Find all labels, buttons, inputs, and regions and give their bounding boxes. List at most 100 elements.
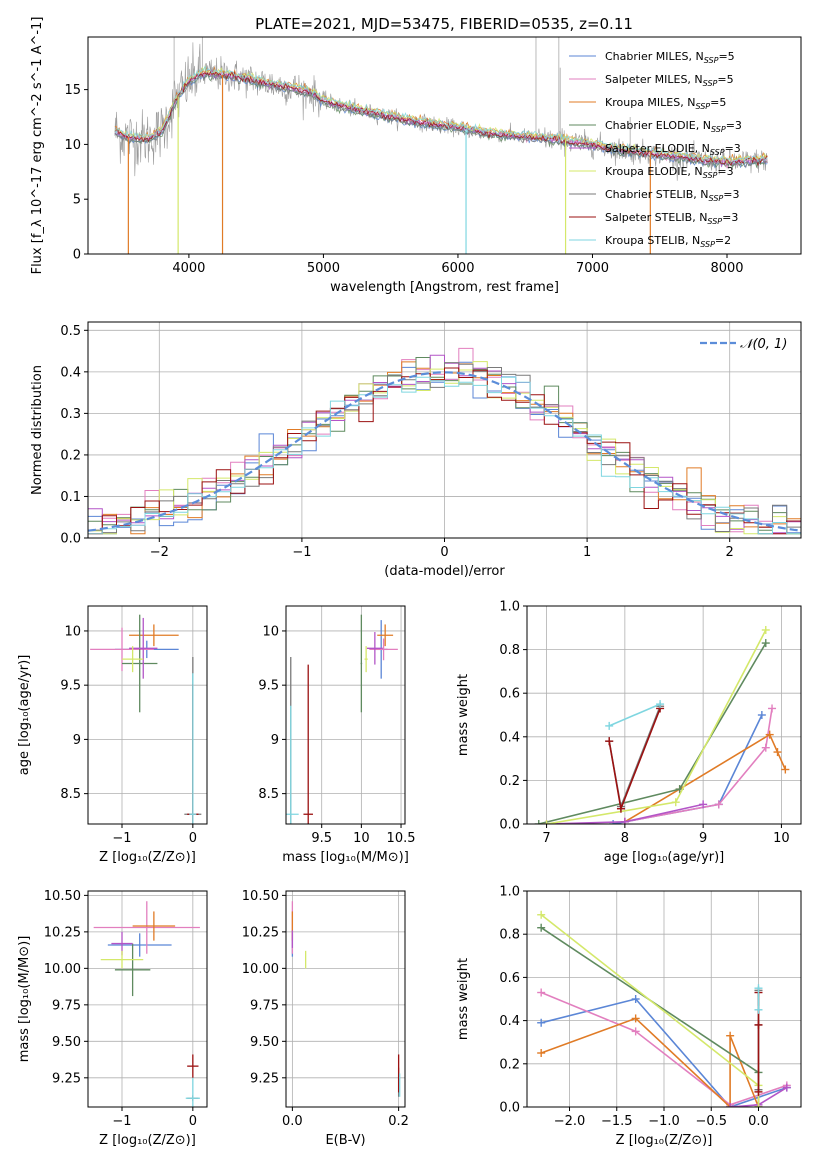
model-spectrum [114,70,768,166]
y-tick-label: 9.25 [52,1071,81,1086]
x-tick-label: −1.0 [648,1114,680,1129]
errorbar-point [122,646,144,673]
legend-label: Chabrier MILES, NSSP=5 [605,50,735,65]
y-tick-label: 0.4 [60,365,81,380]
plot-area [114,37,768,254]
plot-area [90,614,202,824]
weight-series-line [608,708,661,812]
weight-marker [537,988,546,997]
x-tick-label: 0.0 [748,1114,769,1129]
legend-label: Salpeter STELIB, NSSP=3 [605,211,738,226]
y-axis-label: mass [log₁₀(M/M⊙)] [17,936,32,1063]
x-tick-label: 10 [773,831,790,846]
y-tick-label: 0.4 [499,1014,520,1029]
weight-marker [537,923,546,932]
y-tick-label: 9.75 [250,998,279,1013]
y-tick-label: 0.3 [60,407,81,422]
y-tick-label: 0.4 [499,730,520,745]
errorbar-point [132,911,176,941]
weight-series-line [608,703,661,727]
x-tick-label: 9.5 [311,831,332,846]
x-axis-label: Z [log₁₀(Z/Z⊙)] [616,1133,713,1148]
panel-spectrum: 4000 5000 6000 7000 8000 0 5 10 15 wavelength [An… [30,17,802,295]
y-axis-label: Normed distribution [30,365,45,495]
figure-title: PLATE=2021, MJD=53475, FIBERID=0535, z=0… [255,15,633,33]
weight-marker [781,765,790,774]
errorbar-point [129,624,179,647]
plot-area [286,614,398,824]
errorbar-point [122,614,158,713]
weight-marker [631,995,640,1003]
legend-label: 𝒩(0, 1) [740,337,787,352]
x-tick-label: 0 [189,1114,197,1129]
weight-marker [631,1014,640,1023]
errorbar-point [90,627,154,672]
errorbar-point [100,950,144,969]
weight-marker [537,1018,546,1027]
errorbar-point [360,614,363,713]
errorbar-point [93,901,200,954]
axes-frame [87,36,802,255]
plot-area [534,625,790,824]
x-tick-label: 0 [440,545,448,560]
errorbar-point [185,1077,200,1107]
x-tick-label: 0 [189,831,197,846]
weight-marker [616,804,625,813]
panel-age_vs_Z: −1 0 8.5 9 9.5 10 Z [log₁₀(Z/Z⊙)] age [log₁₀(ag… [17,605,208,865]
weight-marker [537,1049,546,1057]
weight-marker [754,1087,763,1096]
weight-marker [768,704,777,713]
y-tick-label: 10 [64,138,81,153]
weight-series-line [608,706,661,810]
y-tick-label: 0.2 [499,774,520,789]
weight-series-line [538,642,767,824]
x-tick-label: 4000 [172,261,205,276]
weight-marker [631,1027,640,1036]
y-tick-label: 9.25 [250,1071,279,1086]
y-tick-label: 0.2 [499,1057,520,1072]
panel-mass_vs_EBV: 0.0 0.2 9.25 9.50 9.75 10.00 10.25 10.50 E(B-V) [242,889,409,1148]
axes-frame [285,890,406,1108]
x-tick-label: 2 [726,545,734,560]
y-axis-label: mass weight [456,958,471,1040]
weight-marker [754,1103,763,1107]
y-tick-label: 0.8 [499,643,520,658]
weight-marker [782,1083,791,1092]
x-tick-label: 1 [583,545,591,560]
weight-marker [761,625,770,634]
weight-marker [620,817,629,824]
model-spectrum [114,65,768,164]
errorbar-point [364,646,368,673]
weight-series-line [624,708,773,823]
axes-frame [526,890,802,1108]
weight-marker [754,984,763,993]
y-tick-label: 9 [73,733,81,748]
y-tick-label: 10.50 [44,889,81,904]
x-tick-label: 0.2 [388,1114,409,1129]
y-tick-label: 10.00 [242,962,279,977]
x-tick-label: −2.0 [554,1114,586,1129]
legend-label: Salpeter ELODIE, NSSP=3 [605,142,741,157]
y-axis-label: age [log₁₀(age/yr)] [17,655,32,776]
weight-marker [537,910,546,919]
weight-marker [699,800,708,809]
x-tick-label: 8000 [710,261,743,276]
x-axis-label: age [log₁₀(age/yr)] [604,850,725,865]
weight-series-line [540,927,760,1107]
weight-marker [761,743,770,752]
x-axis-label: mass [log₁₀(M/M⊙)] [282,850,409,865]
y-tick-label: 0.6 [499,971,520,986]
x-axis-label: wavelength [Angstrom, rest frame] [330,280,559,295]
x-axis-label: Z [log₁₀(Z/Z⊙)] [99,1133,196,1148]
y-tick-label: 0.5 [60,324,81,339]
y-tick-label: 0.2 [60,448,81,463]
legend-label: Chabrier ELODIE, NSSP=3 [605,119,742,134]
y-tick-label: 10 [64,624,81,639]
errorbar-point [286,705,299,824]
errorbar-point [129,617,158,679]
plot-area [93,901,200,1107]
weight-marker [773,748,782,757]
residual-histogram [88,354,801,535]
y-tick-label: 1.0 [499,600,520,615]
